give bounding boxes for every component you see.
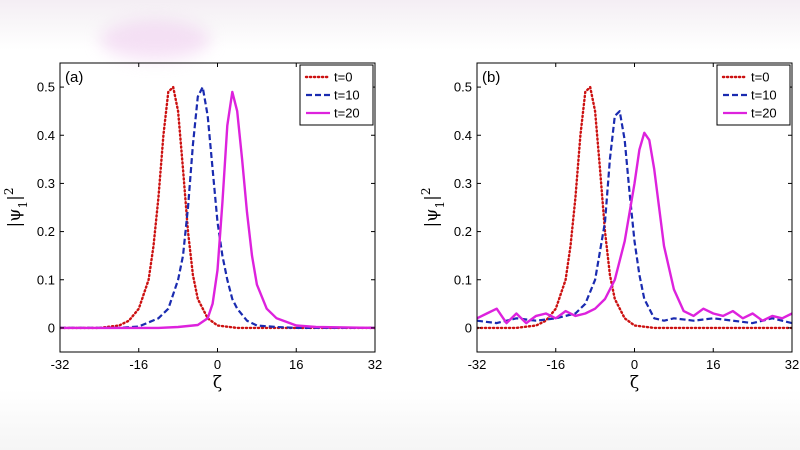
x-tick-label: 16 <box>289 357 303 372</box>
background-top-fade <box>0 0 800 50</box>
y-tick-label: 0.1 <box>454 272 472 287</box>
x-tick-label: -32 <box>51 357 70 372</box>
y-tick-label: 0.5 <box>454 80 472 95</box>
y-tick-label: 0.3 <box>37 176 55 191</box>
x-tick-label: 16 <box>706 357 720 372</box>
x-tick-label: 32 <box>368 357 382 372</box>
y-tick-label: 0 <box>48 320 55 335</box>
x-tick-label: -16 <box>129 357 148 372</box>
y-axis-label: |ψ1|2 <box>419 187 447 227</box>
legend-entry: t=20 <box>751 106 777 121</box>
x-tick-label: -32 <box>468 357 487 372</box>
panel-label: (b) <box>482 69 500 86</box>
legend-entry: t=0 <box>751 70 769 85</box>
legend: t=0 t=10 t=20 <box>716 64 791 126</box>
x-axis-label: ζ <box>630 373 639 393</box>
legend-box <box>716 64 791 126</box>
legend-entry: t=10 <box>334 88 360 103</box>
legend-entry: t=10 <box>751 88 777 103</box>
legend-entry: t=0 <box>334 70 352 85</box>
legend-box <box>299 64 374 126</box>
x-tick-label: -16 <box>546 357 565 372</box>
background-blur <box>100 20 210 60</box>
y-tick-label: 0.4 <box>37 128 55 143</box>
y-tick-label: 0.4 <box>454 128 472 143</box>
x-axis-label: ζ <box>213 373 222 393</box>
background-bottom-fade <box>0 390 800 450</box>
series-line-t-20 <box>60 90 375 330</box>
series-line-t-10 <box>60 85 375 329</box>
y-tick-label: 0.3 <box>454 176 472 191</box>
y-axis-label: |ψ1|2 <box>2 187 30 227</box>
series-line-t-20 <box>477 131 792 325</box>
x-tick-label: 0 <box>214 357 221 372</box>
y-tick-label: 0.1 <box>37 272 55 287</box>
panel-a: -32 -16 0 16 3200.10.20.30.40.5(a)ζ|ψ1|2t=0t… <box>2 62 382 393</box>
panel-b: -32 -16 0 16 3200.10.20.30.40.5(b)ζ|ψ1|2t=0t… <box>419 62 799 393</box>
y-tick-label: 0.5 <box>37 80 55 95</box>
x-tick-label: 32 <box>785 357 799 372</box>
y-tick-label: 0.2 <box>454 224 472 239</box>
legend: t=0 t=10 t=20 <box>299 64 374 126</box>
y-tick-label: 0 <box>465 320 472 335</box>
series-line-t-0 <box>60 85 375 330</box>
legend-entry: t=20 <box>334 106 360 121</box>
series-line-t-10 <box>477 110 792 325</box>
panel-label: (a) <box>65 69 83 86</box>
x-tick-label: 0 <box>631 357 638 372</box>
y-tick-label: 0.2 <box>37 224 55 239</box>
